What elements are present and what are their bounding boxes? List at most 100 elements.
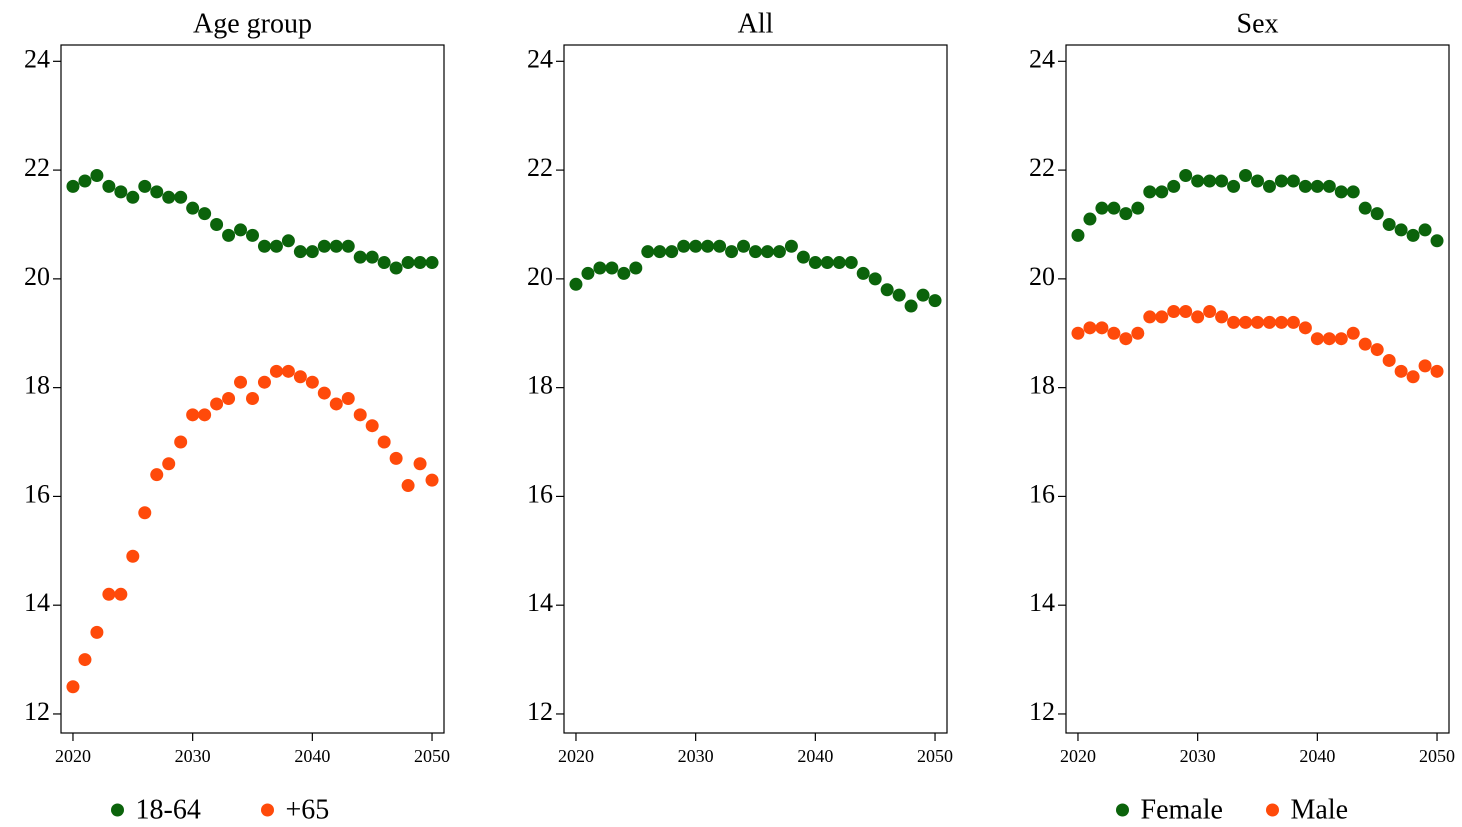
point bbox=[1239, 315, 1253, 329]
legend-marker bbox=[1266, 803, 1279, 817]
point bbox=[1191, 174, 1205, 188]
point bbox=[880, 283, 894, 297]
point bbox=[1179, 304, 1193, 318]
point bbox=[737, 239, 751, 253]
point bbox=[713, 239, 727, 253]
point bbox=[198, 207, 212, 221]
point bbox=[257, 375, 271, 389]
panel-title: Age group bbox=[193, 8, 312, 39]
point bbox=[1119, 207, 1133, 221]
point bbox=[317, 239, 331, 253]
y-tick-label: 14 bbox=[527, 588, 553, 617]
y-tick-label: 12 bbox=[527, 697, 553, 726]
y-tick-label: 18 bbox=[527, 371, 553, 400]
point bbox=[916, 288, 930, 302]
point bbox=[90, 169, 104, 183]
point bbox=[1095, 201, 1109, 215]
point bbox=[186, 201, 200, 215]
legend-marker bbox=[261, 803, 274, 817]
point bbox=[569, 277, 583, 291]
point bbox=[892, 288, 906, 302]
point bbox=[222, 392, 236, 406]
point bbox=[665, 245, 679, 259]
point bbox=[653, 245, 667, 259]
panel-title: Sex bbox=[1237, 8, 1279, 39]
point bbox=[78, 653, 92, 667]
point bbox=[305, 375, 319, 389]
point bbox=[1334, 332, 1348, 346]
point bbox=[210, 217, 224, 231]
point bbox=[593, 261, 607, 275]
point bbox=[1251, 174, 1264, 188]
point bbox=[1167, 179, 1181, 193]
point bbox=[928, 294, 942, 308]
legend-marker bbox=[111, 803, 124, 817]
point bbox=[1382, 353, 1396, 367]
point bbox=[329, 239, 343, 253]
point bbox=[401, 479, 415, 493]
point bbox=[353, 408, 367, 422]
point bbox=[365, 419, 379, 433]
point bbox=[808, 256, 822, 270]
x-tick-label: 2050 bbox=[414, 746, 450, 766]
point bbox=[904, 299, 918, 313]
point bbox=[90, 625, 104, 639]
point bbox=[1370, 343, 1384, 357]
point bbox=[772, 245, 786, 259]
point bbox=[1310, 179, 1324, 193]
point bbox=[1215, 310, 1229, 324]
point bbox=[425, 256, 439, 270]
point bbox=[186, 408, 200, 422]
plot-frame bbox=[60, 44, 445, 734]
point bbox=[1179, 169, 1193, 183]
point bbox=[246, 228, 259, 242]
point bbox=[1107, 326, 1121, 340]
point bbox=[856, 266, 870, 280]
point bbox=[246, 392, 259, 406]
point bbox=[1418, 223, 1432, 237]
point bbox=[126, 190, 140, 204]
point bbox=[1227, 179, 1241, 193]
x-tick-label: 2020 bbox=[55, 746, 91, 766]
y-tick-label: 22 bbox=[527, 153, 553, 182]
point bbox=[114, 587, 128, 601]
point bbox=[365, 250, 379, 264]
point bbox=[581, 266, 595, 280]
point bbox=[1131, 326, 1145, 340]
point bbox=[1227, 315, 1241, 329]
panel-title: All bbox=[738, 8, 774, 39]
x-tick-label: 2030 bbox=[175, 746, 211, 766]
x-tick-label: 2040 bbox=[1299, 746, 1335, 766]
point bbox=[281, 364, 295, 378]
point bbox=[1155, 310, 1169, 324]
point bbox=[281, 234, 295, 248]
point bbox=[1382, 217, 1396, 231]
point bbox=[1107, 201, 1121, 215]
point bbox=[1203, 304, 1217, 318]
point bbox=[1131, 201, 1145, 215]
legend-marker bbox=[1116, 803, 1129, 817]
point bbox=[1262, 179, 1276, 193]
y-tick-label: 22 bbox=[24, 153, 50, 182]
point bbox=[1083, 321, 1097, 335]
x-tick-label: 2020 bbox=[1060, 746, 1096, 766]
x-tick-label: 2050 bbox=[917, 746, 953, 766]
point bbox=[1083, 212, 1097, 226]
point bbox=[1346, 185, 1360, 199]
y-tick-label: 12 bbox=[1029, 697, 1055, 726]
point bbox=[341, 239, 355, 253]
x-tick-label: 2030 bbox=[678, 746, 714, 766]
point bbox=[269, 364, 283, 378]
point bbox=[1406, 228, 1420, 242]
point bbox=[234, 375, 248, 389]
point bbox=[401, 256, 415, 270]
point bbox=[150, 468, 164, 482]
point bbox=[198, 408, 212, 422]
point bbox=[293, 370, 307, 384]
point bbox=[796, 250, 810, 264]
point bbox=[1274, 315, 1288, 329]
y-tick-label: 20 bbox=[24, 262, 50, 291]
point bbox=[138, 506, 152, 520]
y-tick-label: 18 bbox=[1029, 371, 1055, 400]
